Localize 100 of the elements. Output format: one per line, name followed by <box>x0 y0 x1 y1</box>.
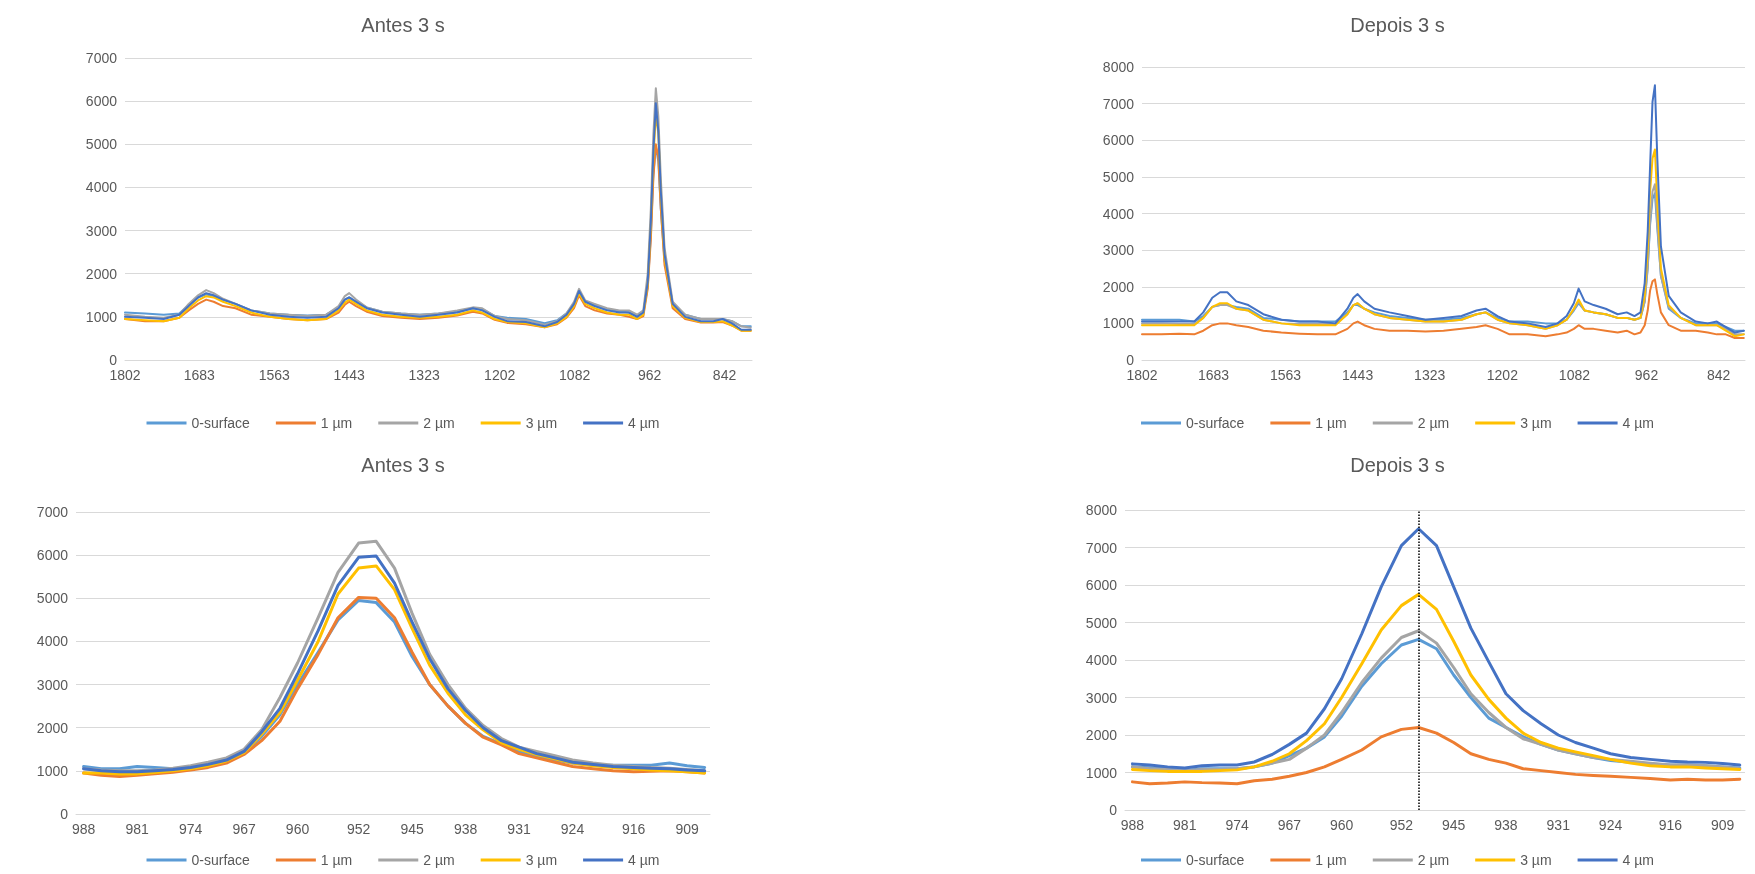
legend-label: 0-surface <box>191 852 251 868</box>
x-tick-label: 1443 <box>333 367 365 383</box>
legend-label: 2 µm <box>1417 415 1450 431</box>
y-tick-label: 3000 <box>85 222 118 239</box>
legend-label: 2 µm <box>423 415 455 431</box>
x-tick-label: 1683 <box>1197 367 1230 383</box>
y-tick-label: 7000 <box>1085 539 1118 556</box>
y-tick-label: 0 <box>109 352 118 368</box>
y-tick-label: 4000 <box>1102 205 1135 222</box>
y-tick-label: 4000 <box>36 633 69 650</box>
x-tick-label: 842 <box>1706 367 1731 383</box>
x-tick-label: 988 <box>1120 817 1145 833</box>
legend-label: 1 µm <box>320 852 353 868</box>
y-tick-label: 0 <box>60 806 69 822</box>
legend-label: 0-surface <box>1186 415 1245 431</box>
x-tick-label: 962 <box>1634 367 1659 383</box>
y-tick-label: 0 <box>1109 802 1118 818</box>
legend-label: 2 µm <box>423 852 455 868</box>
y-tick-label: 4000 <box>1085 652 1118 668</box>
chart-title: Antes 3 s <box>361 454 445 476</box>
y-tick-label: 5000 <box>1085 614 1118 631</box>
x-tick-label: 938 <box>1494 817 1518 833</box>
legend-label: 4 µm <box>628 852 660 868</box>
x-tick-label: 1802 <box>1126 367 1158 383</box>
x-tick-label: 945 <box>400 821 424 837</box>
x-tick-label: 938 <box>453 821 478 837</box>
x-tick-label: 1443 <box>1342 367 1374 383</box>
legend-label: 4 µm <box>1622 852 1654 868</box>
line-series <box>1141 278 1745 340</box>
x-tick-label: 1082 <box>1558 367 1591 383</box>
y-tick-label: 1000 <box>36 762 69 779</box>
y-tick-label: 5000 <box>85 136 118 153</box>
x-tick-label: 981 <box>125 821 149 837</box>
y-tick-label: 2000 <box>85 265 118 282</box>
x-tick-label: 967 <box>232 821 256 837</box>
y-tick-label: 8000 <box>1102 59 1135 75</box>
y-tick-label: 4000 <box>85 179 118 196</box>
legend-label: 0-surface <box>191 415 251 431</box>
x-tick-label: 1202 <box>1486 367 1519 383</box>
legend-label: 4 µm <box>628 415 660 431</box>
y-tick-label: 3000 <box>1102 242 1135 259</box>
line-series <box>1141 84 1745 334</box>
x-tick-label: 909 <box>675 821 699 837</box>
legend-label: 3 µm <box>1520 852 1552 868</box>
y-tick-label: 5000 <box>1102 168 1135 185</box>
y-tick-label: 3000 <box>1085 689 1118 706</box>
legend-label: 3 µm <box>525 415 558 431</box>
y-tick-label: 2000 <box>1085 727 1118 743</box>
y-tick-label: 2000 <box>36 719 69 736</box>
x-tick-label: 974 <box>1225 817 1249 833</box>
y-tick-label: 6000 <box>85 93 118 110</box>
y-tick-label: 0 <box>1126 352 1135 368</box>
x-tick-label: 1563 <box>258 367 291 383</box>
x-tick-label: 960 <box>285 821 310 837</box>
y-tick-label: 7000 <box>36 504 69 520</box>
y-tick-label: 2000 <box>1102 278 1135 295</box>
y-tick-label: 5000 <box>36 590 69 607</box>
x-tick-label: 945 <box>1441 817 1466 833</box>
x-tick-label: 1082 <box>559 367 591 383</box>
legend-label: 1 µm <box>1315 415 1347 431</box>
x-tick-label: 1323 <box>1414 367 1446 383</box>
line-series <box>1141 148 1745 338</box>
y-tick-label: 3000 <box>36 676 69 693</box>
x-tick-label: 931 <box>1546 817 1571 833</box>
legend-label: 3 µm <box>1520 415 1552 431</box>
chart-title: Depois 3 s <box>1350 14 1445 36</box>
legend-label: 0-surface <box>1186 852 1245 868</box>
line-series <box>1130 592 1742 773</box>
x-tick-label: 967 <box>1277 817 1302 833</box>
x-tick-label: 981 <box>1173 817 1197 833</box>
chart-title: Depois 3 s <box>1350 454 1445 476</box>
x-tick-label: 924 <box>560 821 585 837</box>
x-tick-label: 842 <box>712 367 737 383</box>
legend-label: 2 µm <box>1417 852 1450 868</box>
legend-label: 1 µm <box>320 415 353 431</box>
x-tick-label: 962 <box>637 367 662 383</box>
x-tick-label: 960 <box>1329 817 1354 833</box>
x-tick-label: 952 <box>1389 817 1414 833</box>
x-tick-label: 916 <box>1658 817 1683 833</box>
y-tick-label: 7000 <box>1102 95 1135 112</box>
x-tick-label: 1683 <box>183 367 216 383</box>
chart-title: Antes 3 s <box>361 14 445 36</box>
legend-label: 3 µm <box>525 852 558 868</box>
y-tick-label: 1000 <box>1102 315 1135 332</box>
x-tick-label: 924 <box>1598 817 1623 833</box>
y-tick-label: 1000 <box>85 308 118 325</box>
x-tick-label: 974 <box>178 821 203 837</box>
legend-label: 4 µm <box>1622 415 1654 431</box>
x-tick-label: 931 <box>507 821 531 837</box>
y-tick-label: 8000 <box>1085 502 1118 518</box>
x-tick-label: 909 <box>1710 817 1735 833</box>
x-tick-label: 916 <box>621 821 646 837</box>
y-tick-label: 6000 <box>1102 132 1135 149</box>
line-series <box>1130 726 1742 786</box>
y-tick-label: 6000 <box>1085 577 1118 593</box>
x-tick-label: 1802 <box>109 367 141 383</box>
line-series <box>1130 527 1742 770</box>
y-tick-label: 1000 <box>1085 764 1118 781</box>
x-tick-label: 952 <box>346 821 371 837</box>
x-tick-label: 988 <box>71 821 96 837</box>
